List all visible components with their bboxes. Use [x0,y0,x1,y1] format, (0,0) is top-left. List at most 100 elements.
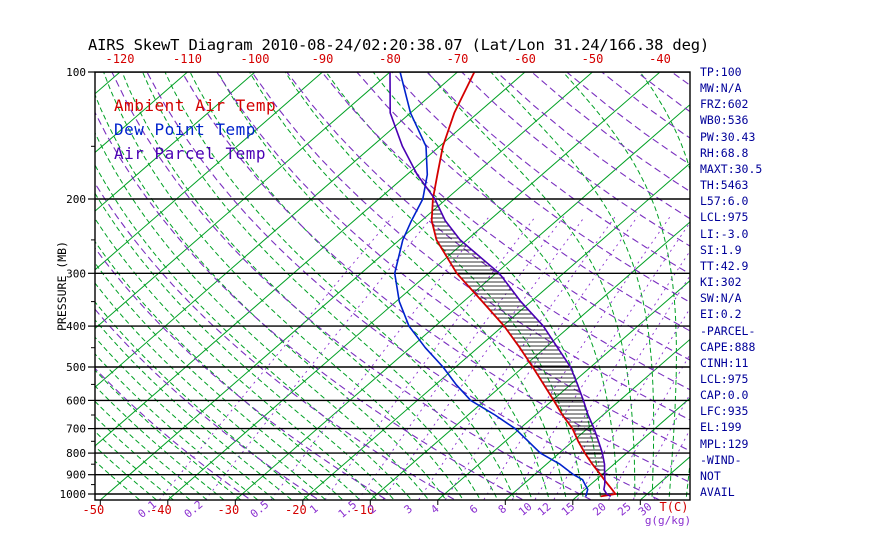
mixing-ratio-tick-label: 15 [559,500,578,518]
dew-point-curve [393,72,589,497]
moist-adiabat-line [95,336,276,500]
bottom-temp-label: -30 [218,503,240,517]
dry-adiabat-line [216,72,690,452]
stat-line: MAXT:30.5 [700,161,763,176]
dry-adiabat-line [111,72,593,500]
dry-adiabat-line [391,72,690,303]
stat-line: LCL:975 [700,210,749,225]
top-temp-label: -70 [447,52,469,66]
stats-panel: TP:100 MW:N/A FRZ:602 WB0:536 PW:30.43 RH:68.… [700,64,762,500]
stat-line: EL:199 [700,420,742,435]
mixing-ratio-tick-label: 3 [402,502,415,516]
stat-line: MPL:129 [700,436,749,451]
stat-line: EI:0.2 [700,307,742,322]
mixing-ratio-tick-label: 25 [615,500,634,518]
moist-adiabat-line [95,282,327,500]
moist-adiabat-line [95,369,242,500]
mixing-ratio-line [204,216,433,500]
pressure-tick-label: 900 [66,469,86,482]
bottom-temp-label: -50 [83,503,105,517]
dry-adiabat-line [812,72,870,505]
stat-line: LFC:935 [700,404,749,419]
top-temp-label: -40 [649,52,671,66]
isotherm-line [95,72,526,447]
moist-adiabat-line [95,353,259,500]
mixing-ratio-line [382,216,586,500]
temp-unit-label: T(C) [660,500,689,514]
mixing-ratio-line [270,216,490,500]
moist-adiabat-line [95,385,225,500]
pressure-tick-label: 300 [66,267,86,280]
stat-line: CAPE:888 [700,339,756,354]
legend-ambient-air-temp: Ambient Air Temp [114,96,277,115]
stat-line: KI:302 [700,275,742,290]
plot-border [94,71,691,501]
bottom-temp-label: -20 [285,503,307,517]
bottom-temp-label: -10 [353,503,375,517]
moist-adiabat-line [95,301,310,500]
stat-line: NOT [700,468,721,483]
pressure-tick-label: 200 [66,193,86,206]
dry-adiabat-line [251,72,690,421]
stat-line: LCL:975 [700,371,749,386]
pressure-tick-label: 1000 [60,488,87,501]
pressure-tick-label: 400 [66,320,86,333]
mixing-ratio-tick-label: 8 [496,502,509,516]
mixing-ratio-line [324,216,536,500]
pressure-tick-label: 800 [66,447,86,460]
dry-adiabat-line [426,72,690,275]
cape-hatch-area [431,198,606,482]
stat-line: -PARCEL- [700,323,756,338]
chart-title: AIRS SkewT Diagram 2010-08-24/02:20:38.0… [88,36,709,54]
top-temp-label: -80 [379,52,401,66]
stat-line: TT:42.9 [700,258,749,273]
top-temp-label: -90 [312,52,334,66]
mixing-ratio-tick-label: 1.5 [336,498,360,521]
stat-line: TP:100 [700,65,742,79]
pressure-tick-label: 600 [66,394,86,407]
moist-adiabat-line [217,72,550,500]
mixing-ratio-line [444,216,638,500]
moist-adiabat-line [284,72,585,500]
pressure-tick-label: 500 [66,361,86,374]
mixing-ratio-tick-label: 20 [590,500,609,518]
stat-line: FRZ:602 [700,97,749,112]
top-temp-label: -120 [106,52,135,66]
isotherm-line [95,72,323,271]
moist-adiabat-line [95,319,293,500]
mixing-ratio-unit-label: g(g/kg) [645,514,691,527]
moist-adiabat-line [490,72,655,500]
stat-line: TH:5463 [700,178,749,193]
dry-adiabat-line [847,72,870,505]
stat-line: SW:N/A [700,291,742,306]
pressure-tick-label: 700 [66,423,86,436]
mixing-ratio-tick-label: 10 [516,500,535,518]
dry-adiabat-line [777,72,870,505]
mixing-ratio-line [483,216,671,500]
top-temp-label: -100 [241,52,270,66]
stat-line: PW:30.43 [700,129,756,144]
stat-line: LI:-3.0 [700,226,749,241]
moist-adiabat-line [95,93,447,500]
mixing-ratio-line [418,216,616,500]
legend-air-parcel-temp: Air Parcel Temp [114,144,266,163]
stat-line: -WIND- [700,452,742,467]
stat-line: CAP:0.0 [700,388,749,403]
mixing-ratio-line [357,216,565,500]
mixing-ratio-line [158,216,394,500]
moist-adiabat-line [562,72,677,500]
moist-adiabat-line [426,72,636,500]
isotherm-line [95,72,458,388]
air-parcel-curve [389,72,612,498]
mixing-ratio-tick-label: 0.5 [248,498,272,521]
pressure-tick-label: 100 [66,66,86,79]
stat-line: CINH:11 [700,355,749,370]
moist-adiabat-line [95,262,344,500]
mixing-ratio-line [534,250,690,500]
isotherm-line [95,72,188,154]
top-temp-label: -110 [173,52,202,66]
stat-line: MW:N/A [700,81,742,96]
isotherm-line [369,221,690,500]
